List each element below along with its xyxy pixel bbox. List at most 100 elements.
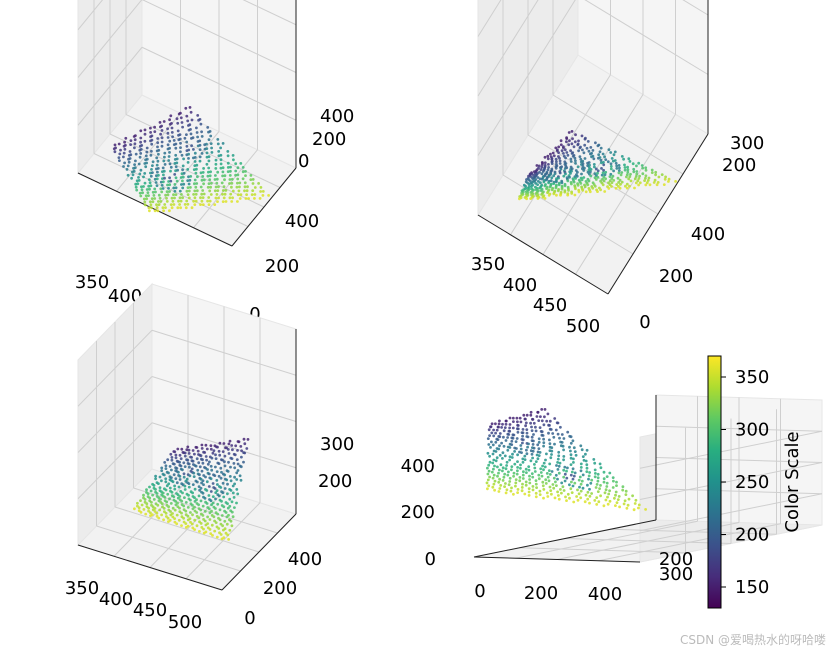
scatter-point: [214, 167, 218, 170]
scatter-point: [586, 483, 589, 487]
scatter-point: [525, 452, 529, 456]
scatter-point: [129, 143, 133, 147]
scatter-point: [549, 428, 553, 431]
scatter-point: [488, 475, 491, 479]
scatter-point: [525, 471, 528, 474]
scatter-point: [575, 495, 578, 498]
scatter-point: [165, 190, 169, 194]
scatter-point: [207, 155, 211, 159]
scatter-point: [596, 175, 600, 179]
scatter-point: [238, 181, 242, 185]
scatter-point: [585, 146, 589, 150]
scatter-point: [604, 498, 608, 502]
scatter-point: [221, 170, 225, 174]
scatter-point: [162, 169, 166, 173]
scatter-point: [516, 469, 519, 473]
scatter-point: [527, 442, 530, 446]
scatter-point: [556, 421, 560, 425]
scatter-point: [536, 176, 540, 179]
scatter-point: [547, 175, 551, 178]
scatter-point: [550, 470, 554, 473]
scatter-point: [207, 494, 211, 497]
scatter-point: [216, 189, 220, 193]
scatter-point: [199, 203, 202, 207]
scatter-point: [188, 106, 192, 109]
scatter-point: [498, 419, 501, 423]
scatter-point: [149, 184, 153, 188]
scatter-point: [113, 150, 117, 154]
scatter-point: [593, 165, 596, 169]
scatter-point: [610, 177, 614, 180]
scatter-point: [608, 179, 612, 183]
scatter-point: [128, 150, 132, 153]
scatter-point: [548, 185, 552, 189]
scatter-point: [235, 471, 239, 475]
scatter-point: [546, 168, 550, 172]
scatter-point: [617, 164, 621, 167]
scatter-point: [194, 192, 198, 196]
scatter-point: [182, 461, 186, 465]
scatter-point: [165, 515, 168, 518]
scatter-point: [188, 178, 192, 182]
scatter-point: [556, 468, 560, 471]
y-tick-label: 200: [263, 578, 297, 599]
scatter-point: [202, 527, 205, 531]
scatter-point: [511, 416, 515, 420]
scatter-point: [605, 485, 609, 488]
scatter-point: [176, 121, 180, 125]
scatter-point: [195, 182, 199, 185]
scatter-point: [164, 193, 168, 197]
scatter-point: [527, 465, 531, 468]
scatter-point: [577, 478, 581, 482]
scatter-point: [553, 442, 556, 446]
scatter-point: [619, 173, 623, 177]
scatter-point: [617, 185, 620, 188]
scatter-point: [134, 152, 138, 156]
scatter-point: [182, 475, 186, 479]
scatter-point: [509, 489, 513, 493]
scatter-point: [586, 140, 590, 143]
scatter-point: [555, 193, 558, 197]
scatter-point: [198, 155, 202, 159]
scatter-point: [556, 148, 559, 152]
scatter-point: [610, 181, 614, 185]
scatter-point: [564, 156, 567, 160]
scatter-point: [188, 465, 191, 469]
scatter-point: [185, 189, 189, 193]
scatter-point: [527, 183, 531, 186]
scatter-point: [628, 184, 631, 188]
scatter-point: [164, 480, 168, 484]
scatter-point: [501, 466, 505, 470]
scatter-point: [543, 174, 547, 178]
scatter-point: [644, 174, 648, 178]
scatter-point: [178, 474, 182, 478]
scatter-point: [236, 449, 239, 452]
scatter-point: [225, 522, 229, 526]
scatter-point: [534, 181, 537, 185]
scatter-point: [573, 140, 577, 144]
scatter-point: [207, 507, 211, 511]
scatter-point: [605, 481, 609, 485]
scatter-point: [623, 163, 626, 167]
scatter-point: [540, 161, 544, 164]
scatter-point: [202, 483, 205, 486]
scatter-point: [244, 174, 247, 178]
colorbar-gradient: [707, 355, 722, 609]
scatter-point: [490, 422, 494, 426]
scatter-point: [237, 440, 241, 444]
scatter-point: [540, 193, 543, 196]
scatter-point: [231, 515, 235, 519]
scatter-point: [182, 504, 186, 508]
scatter-point: [210, 509, 213, 513]
scatter-point: [580, 172, 583, 176]
scatter-point: [155, 177, 159, 181]
scatter-point: [542, 437, 545, 441]
scatter-point: [195, 446, 199, 449]
scatter-point: [512, 420, 515, 423]
scatter-point: [592, 157, 596, 161]
scatter-point: [218, 453, 222, 457]
scatter-point: [177, 199, 180, 203]
scatter-point: [588, 166, 591, 170]
